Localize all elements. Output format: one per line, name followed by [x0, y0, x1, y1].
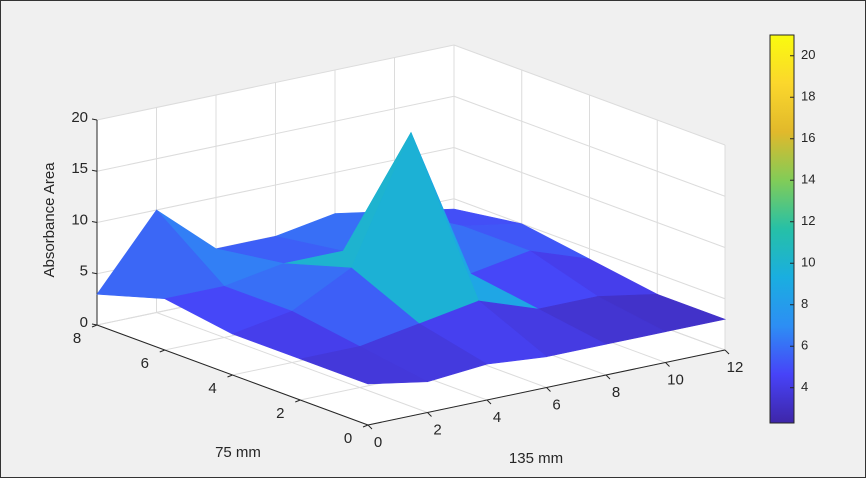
z-tick-label: 15: [71, 160, 88, 177]
grid-line: [453, 44, 726, 146]
z-tick-label: 0: [80, 314, 88, 331]
y-tick-label: 8: [73, 330, 81, 347]
y-tick-label: 2: [276, 405, 284, 422]
x-tick-label: 0: [374, 434, 382, 451]
z-tick: [91, 272, 98, 275]
z-tick: [91, 323, 98, 326]
x-axis-label: 135 mm: [509, 450, 563, 467]
y-tick-label: 0: [344, 430, 352, 447]
grid-line: [453, 198, 726, 300]
z-tick-label: 5: [80, 263, 88, 280]
z-tick: [91, 221, 98, 223]
x-tick-label: 6: [552, 396, 560, 413]
y-tick-label: 6: [141, 355, 149, 372]
x-tick-label: 4: [493, 409, 501, 426]
x-tick-label: 8: [612, 384, 620, 401]
y-tick-label: 4: [208, 380, 216, 397]
colorbar-tick-label: 6: [801, 338, 808, 353]
x-tick: [546, 387, 551, 392]
colorbar: [769, 34, 795, 424]
z-tick-label: 10: [71, 211, 88, 228]
x-tick: [665, 362, 670, 367]
colorbar-tick-label: 18: [801, 89, 815, 104]
colorbar-tick-label: 20: [801, 47, 815, 62]
colorbar-tick-label: 10: [801, 255, 815, 270]
x-tick-label: 12: [727, 359, 744, 376]
z-axis-label: Absorbance Area: [41, 162, 58, 278]
x-tick: [486, 399, 492, 405]
y-tick: [362, 424, 369, 428]
z-tick-label: 20: [71, 109, 88, 126]
x-tick: [427, 412, 432, 417]
colorbar-tick-label: 12: [801, 213, 815, 228]
colorbar-tick-label: 4: [801, 379, 808, 394]
x-tick-label: 2: [433, 421, 441, 438]
colorbar-tick-label: 16: [801, 130, 815, 145]
z-tick: [91, 118, 98, 121]
y-tick: [159, 349, 165, 353]
x-tick-label: 10: [667, 371, 684, 388]
y-axis-label: 75 mm: [215, 444, 261, 461]
grid-line: [96, 44, 455, 121]
y-tick: [227, 374, 233, 378]
surface-patch: [299, 346, 429, 385]
y-tick: [295, 399, 301, 403]
x-tick: [724, 349, 730, 355]
z-tick: [91, 169, 98, 172]
x-tick: [605, 374, 611, 380]
grid-line: [453, 95, 726, 197]
colorbar-tick-label: 8: [801, 296, 808, 311]
grid-line: [453, 147, 726, 248]
grid-line: [96, 95, 455, 172]
x-tick: [367, 424, 373, 430]
colorbar-tick-label: 14: [801, 172, 815, 187]
